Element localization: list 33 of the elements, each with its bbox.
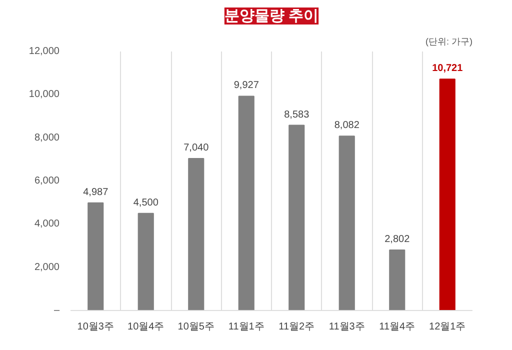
x-tick-label: 12월1주 <box>429 322 466 332</box>
bar <box>288 124 305 310</box>
bar <box>338 136 355 310</box>
y-tick-label: – <box>54 305 60 316</box>
bar <box>389 250 406 310</box>
x-tick-label: 11월3주 <box>328 322 365 332</box>
x-tick-label: 10월3주 <box>77 322 114 332</box>
chart-title: 분양물량 추이 <box>224 8 319 24</box>
text: (단위: 가구) <box>426 36 473 46</box>
data-label: 2,802 <box>384 234 410 246</box>
x-tick-label: 10월5주 <box>178 322 214 332</box>
y-tick-label: 12,000 <box>28 46 60 57</box>
bar <box>188 158 204 310</box>
x-tick-label: 11월2주 <box>278 322 315 332</box>
x-tick-label: 11월4주 <box>379 322 416 332</box>
bar <box>238 96 254 310</box>
x-tick-label: 11월1주 <box>228 322 264 332</box>
x-tick-label: 10월4주 <box>128 322 164 332</box>
data-label: 8,082 <box>334 120 360 132</box>
bar <box>439 78 456 310</box>
y-tick-label: 4,000 <box>34 218 60 230</box>
y-tick-label: 10,000 <box>28 89 60 100</box>
data-label: 7,040 <box>184 142 210 154</box>
bar <box>138 212 154 310</box>
bar <box>88 202 104 310</box>
data-label: 4,500 <box>133 197 159 208</box>
data-label: 8,583 <box>284 109 310 120</box>
data-label: 10,721 <box>432 63 464 74</box>
data-label: 4,987 <box>83 186 109 198</box>
y-tick-label: 6,000 <box>34 176 60 186</box>
y-tick-label: 8,000 <box>34 132 60 144</box>
data-label: 9,927 <box>234 80 260 92</box>
y-tick-label: 2,000 <box>34 262 60 273</box>
